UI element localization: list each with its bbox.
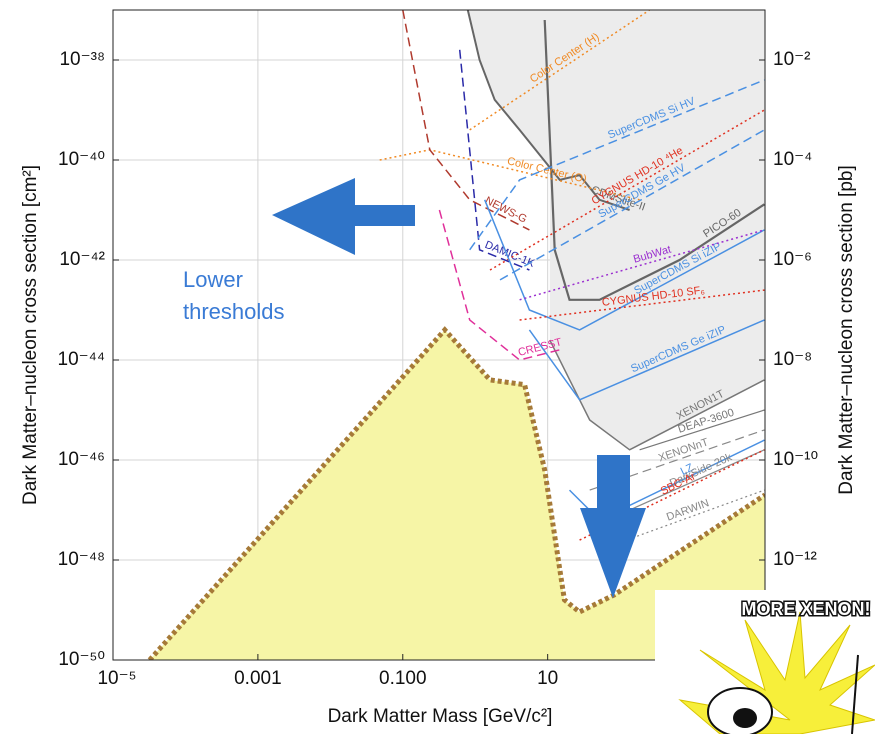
- y-tick-label: 10⁻⁴⁶: [58, 449, 105, 470]
- plot-area: [113, 10, 765, 660]
- curve: [484, 199, 765, 331]
- arrow-down: [580, 455, 646, 598]
- curve-label: DARWIN: [665, 497, 711, 523]
- y-tick-label: 10⁻⁴⁴: [58, 349, 106, 370]
- curve: [629, 449, 765, 511]
- y2-tick-label: 10⁻⁶: [773, 249, 812, 270]
- y-tick-label: 10⁻³⁸: [59, 49, 105, 70]
- x-tick-label: 10: [537, 668, 558, 689]
- curve: [458, 49, 530, 271]
- y2-tick-label: 10⁻⁴: [773, 149, 812, 170]
- annotation-line: Lower: [183, 267, 243, 292]
- curve: [466, 10, 630, 211]
- curve: [402, 10, 530, 231]
- y-axis-title: Dark Matter–nucleon cross section [cm²]: [20, 165, 41, 505]
- y-tick-label: 10⁻⁵⁰: [58, 649, 105, 670]
- y2-tick-label: 10⁻⁸: [773, 349, 812, 370]
- exclusion-region: [549, 10, 765, 450]
- annotation-line: thresholds: [183, 299, 285, 324]
- x-axis-title: Dark Matter Mass [GeV/c²]: [328, 706, 553, 727]
- curve: [499, 129, 765, 281]
- curve: [519, 289, 765, 321]
- x-tick-label: 0.100: [379, 668, 427, 689]
- axes: 10⁻⁵ 0.001 0.100 10 10⁻⁵⁰ 10⁻⁴⁸ 10⁻⁴⁶ 10⁻⁴⁴ 10⁻⁴…: [58, 49, 819, 689]
- x-tick-label: 10⁻⁵: [97, 668, 136, 689]
- y2-tick-label: 10⁻²: [773, 49, 811, 70]
- plot-frame: [112, 9, 766, 661]
- floor-area: [149, 329, 765, 660]
- annotation: Lower thresholds: [183, 267, 285, 324]
- y2-axis-title: Dark Matter–nucleon cross section [pb]: [836, 165, 857, 495]
- meme-mouth: [733, 708, 757, 728]
- curve: [579, 449, 765, 541]
- arrow-lower-thresholds: [272, 178, 415, 255]
- y2-tick-label: 10⁻¹²: [773, 549, 817, 570]
- curve: [469, 10, 651, 131]
- meme-caption: MORE XENON!: [741, 599, 870, 619]
- curve: [469, 79, 765, 251]
- y-tick-label: 10⁻⁴⁸: [58, 549, 105, 570]
- curve: [528, 319, 765, 401]
- curve: [438, 209, 560, 361]
- arrows: [272, 178, 646, 598]
- meme-arm: [851, 654, 859, 735]
- curve: [639, 409, 765, 451]
- y2-tick-label: 10⁻¹⁰: [773, 449, 818, 470]
- curve-label: LZ: [679, 461, 696, 478]
- curve: [599, 489, 765, 551]
- floor-edge: [147, 326, 765, 660]
- x-tick-label: 0.001: [234, 668, 282, 689]
- y-tick-label: 10⁻⁴⁰: [58, 149, 105, 170]
- meme-panel: MORE XENON!: [655, 590, 875, 737]
- y-tick-label: 10⁻⁴²: [59, 249, 105, 270]
- curve: [549, 339, 765, 451]
